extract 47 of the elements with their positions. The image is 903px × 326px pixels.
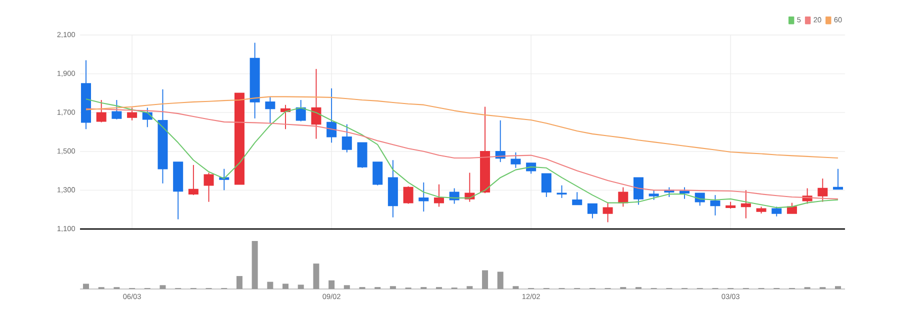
candlestick xyxy=(127,107,138,121)
bar xyxy=(344,285,350,289)
candlestick xyxy=(142,107,152,128)
bar xyxy=(482,270,488,289)
bar xyxy=(313,264,320,289)
candlestick xyxy=(818,178,828,202)
candlestick xyxy=(311,68,322,140)
candlestick xyxy=(648,190,659,200)
candlestick xyxy=(680,186,690,200)
bar xyxy=(497,272,504,289)
candlestick xyxy=(434,184,444,208)
bar xyxy=(160,285,166,289)
candlestick xyxy=(326,88,337,144)
candlestick xyxy=(633,177,644,206)
candlestick xyxy=(296,100,306,122)
candlestick xyxy=(265,96,276,124)
candlestick xyxy=(710,194,720,216)
bar xyxy=(252,241,258,289)
bar xyxy=(390,286,396,289)
bar xyxy=(298,284,304,289)
candlestick xyxy=(772,206,782,217)
candlestick xyxy=(602,202,613,223)
candlestick xyxy=(618,186,628,208)
bar xyxy=(267,282,274,289)
candlestick xyxy=(740,190,751,219)
candlestick xyxy=(541,173,552,198)
candlestick xyxy=(96,100,106,123)
bar xyxy=(512,286,519,289)
candlestick xyxy=(832,168,844,190)
candlestick xyxy=(587,203,598,219)
bar xyxy=(83,284,90,289)
bar xyxy=(328,280,335,289)
candlestick xyxy=(403,186,414,204)
candlestick xyxy=(556,184,567,198)
candlestick xyxy=(786,202,797,214)
candlestick xyxy=(510,152,521,168)
candlestick xyxy=(372,162,383,186)
bar xyxy=(236,276,242,289)
candlestick xyxy=(112,100,122,120)
candlestick xyxy=(188,164,198,196)
candlestick xyxy=(342,124,352,153)
bar xyxy=(282,284,289,289)
bar xyxy=(466,286,473,289)
bar xyxy=(835,286,841,289)
candlestick xyxy=(418,182,429,212)
candlestick xyxy=(204,172,214,202)
candlestick xyxy=(572,192,582,206)
